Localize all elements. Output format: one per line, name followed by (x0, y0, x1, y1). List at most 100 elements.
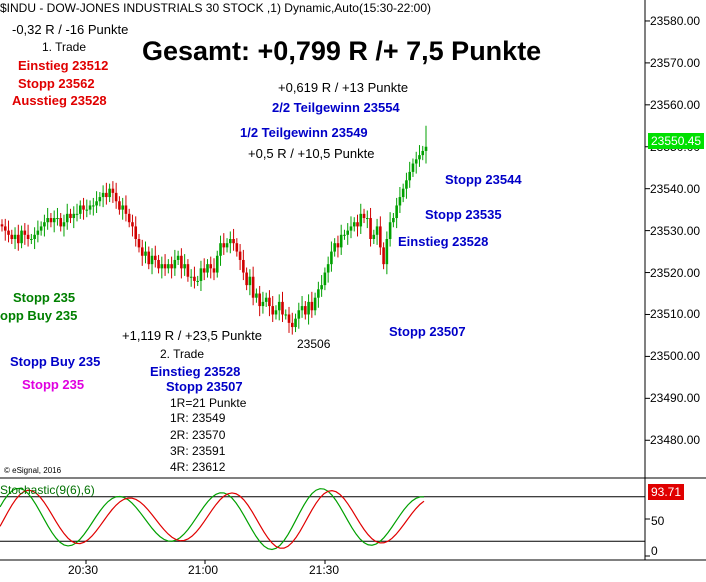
candle-body (23, 230, 27, 235)
trade1-entry: Einstieg 23512 (18, 58, 109, 73)
candle-body (362, 213, 366, 219)
candle-body (395, 205, 398, 219)
candle-body (414, 159, 418, 164)
trade1-stop: Stopp 23562 (18, 76, 95, 91)
candle-body (264, 297, 268, 302)
trade2-entry: Einstieg 23528 (150, 364, 241, 379)
trade2-stop: Stopp 23507 (166, 379, 243, 394)
candle-body (20, 230, 23, 244)
candle-body (88, 205, 92, 210)
y-tick-label: 23480.00 (650, 433, 701, 448)
candle-body (255, 293, 258, 298)
candle-body (251, 276, 255, 298)
candle-body (75, 213, 79, 215)
candle-body (85, 209, 89, 211)
stoch-k-line (0, 487, 425, 551)
candle-body (258, 293, 261, 307)
candle-body (69, 213, 72, 219)
candle-body (375, 226, 379, 235)
candle-body (392, 218, 395, 223)
y-tick-label: 23580.00 (650, 13, 701, 28)
candle-body (62, 222, 66, 227)
trade2-target-1r: 1R: 23549 (170, 411, 226, 425)
candle-body (317, 289, 320, 298)
y-tick-label: 23510.00 (650, 307, 701, 322)
candle-body (163, 264, 167, 269)
headline-total: Gesamt: +0,799 R /+ 7,5 Punkte (142, 36, 542, 66)
candle-body (65, 213, 69, 223)
candle-body (206, 264, 209, 273)
annotation-entry-23528: Einstieg 23528 (398, 234, 489, 249)
candle-body (274, 310, 278, 315)
candle-body (290, 322, 294, 328)
annotation-r-half: +0,619 R / +13 Punkte (278, 80, 409, 95)
candle-body (359, 213, 363, 227)
candle-body (118, 201, 121, 210)
annotation-stop-23544: Stopp 23544 (445, 172, 522, 187)
candle-body (271, 306, 275, 315)
candle-body (411, 163, 415, 172)
candle-body (369, 218, 372, 239)
candle-body (33, 234, 36, 239)
candle-body (294, 318, 297, 328)
candle-body (212, 268, 216, 273)
trade2-r-definition: 1R=21 Punkte (170, 396, 247, 410)
left-stopp-buy-235-green: opp Buy 235 (0, 308, 78, 323)
candle-body (17, 234, 20, 244)
candle-body (313, 297, 317, 311)
candle-body (78, 205, 82, 214)
trade2-target-3r: 3R: 23591 (170, 444, 226, 458)
candle-body (176, 255, 180, 260)
candle-body (199, 268, 203, 281)
y-tick-label: 23540.00 (650, 181, 701, 196)
candle-body (356, 222, 359, 227)
candle-body (46, 218, 49, 223)
annotation-low-23506: 23506 (297, 337, 331, 351)
candle-body (111, 188, 115, 193)
left-stopp-235-magenta: Stopp 235 (22, 377, 85, 392)
candle-body (137, 239, 141, 248)
candle-body (10, 234, 14, 239)
y-tick-label: 23500.00 (650, 349, 701, 364)
trade1-exit: Ausstieg 23528 (12, 93, 107, 108)
x-tick-2100: 21:00 (188, 563, 219, 577)
candle-body (114, 192, 118, 202)
candle-body (82, 205, 85, 210)
candle-body (167, 264, 170, 269)
candle-body (300, 306, 304, 311)
candle-body (72, 213, 76, 219)
candle-body (277, 301, 281, 311)
candle-body (379, 226, 382, 248)
annotation-r-first: +0,5 R / +10,5 Punkte (248, 146, 375, 161)
candle-body (352, 222, 356, 227)
candle-body (235, 243, 239, 252)
candle-body (209, 264, 213, 269)
left-stopp-235: Stopp 235 (13, 290, 76, 305)
candle-body (323, 272, 327, 286)
candle-body (339, 234, 343, 248)
candle-body (193, 276, 196, 281)
candle-body (92, 205, 95, 207)
candle-body (242, 259, 245, 273)
candle-body (418, 155, 421, 160)
y-tick-label: 23520.00 (650, 265, 701, 280)
candle-body (229, 239, 232, 244)
candle-body (52, 218, 56, 223)
candle-body (150, 255, 154, 265)
candle-body (238, 251, 242, 260)
stoch-d-line (0, 489, 425, 549)
candle-body (170, 264, 173, 269)
x-tick-2130: 21:30 (309, 563, 340, 577)
candle-body (346, 230, 350, 235)
candle-body (268, 297, 271, 307)
candle-body (173, 259, 177, 269)
trade1-name: 1. Trade (42, 40, 87, 54)
trade2-target-2r: 2R: 23570 (170, 428, 226, 442)
candle-body (196, 280, 199, 282)
candle-body (349, 226, 353, 231)
candle-body (43, 222, 46, 227)
candle-body (186, 264, 190, 277)
y-tick-label: 23560.00 (650, 97, 701, 112)
candle-body (39, 226, 43, 231)
